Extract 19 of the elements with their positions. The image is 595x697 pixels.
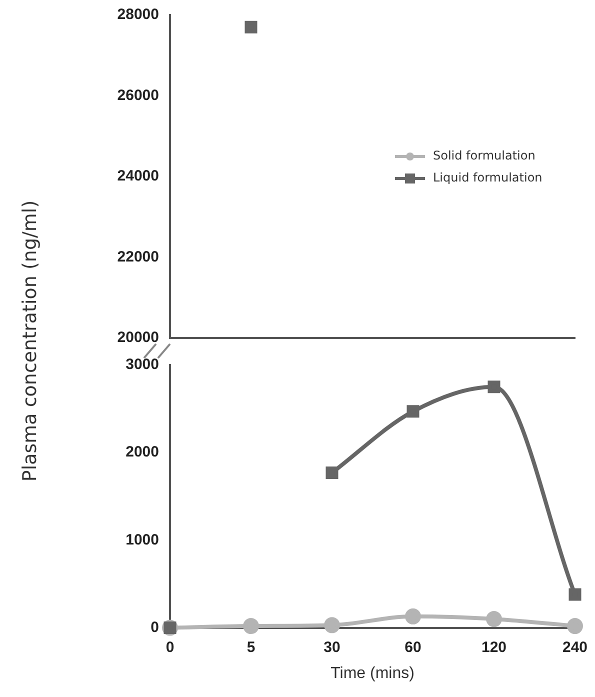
legend-label: Liquid formulation	[433, 170, 542, 185]
x-tick-label: 240	[562, 638, 588, 656]
x-tick-label: 60	[404, 638, 422, 656]
y-tick-label: 20000	[117, 329, 159, 346]
x-tick-label: 5	[246, 638, 256, 656]
y-tick-label: 2000	[126, 444, 159, 461]
y-tick-label: 0	[150, 618, 159, 636]
legend-label: Solid formulation	[433, 148, 536, 163]
x-tick-label: 30	[324, 638, 340, 656]
y-tick-label: 24000	[117, 168, 159, 185]
y-tick-label: 26000	[117, 86, 159, 104]
x-axis-title: Time (mins)	[330, 664, 414, 682]
y-tick-label: 22000	[117, 248, 159, 266]
y-tick-label: 3000	[126, 356, 159, 374]
x-tick-label: 0	[166, 638, 174, 656]
y-tick-label: 28000	[117, 6, 159, 24]
y-axis-title: Plasma concentration (ng/ml)	[19, 199, 41, 484]
y-tick-label: 1000	[126, 531, 159, 548]
x-tick-label: 120	[481, 638, 507, 656]
